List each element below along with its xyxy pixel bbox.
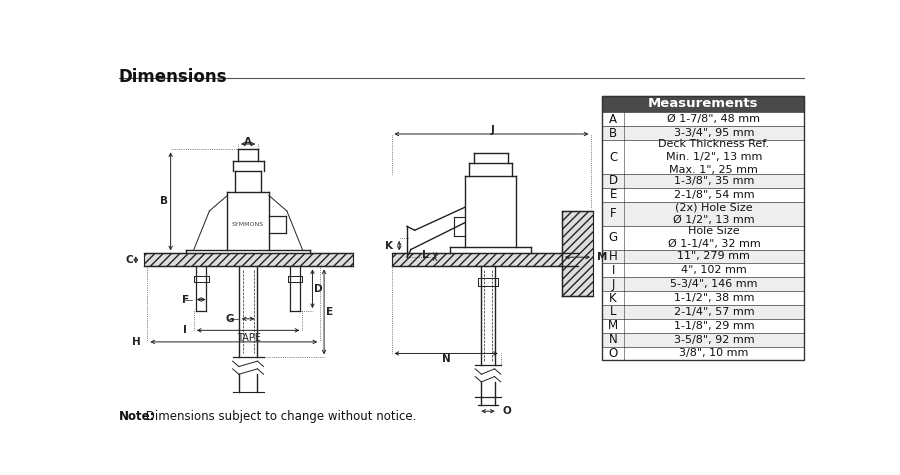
Text: O: O bbox=[608, 347, 617, 360]
Bar bbox=[602, 113, 804, 126]
Text: 1-1/2", 38 mm: 1-1/2", 38 mm bbox=[673, 293, 754, 303]
Bar bbox=[602, 95, 804, 113]
Bar bbox=[602, 95, 804, 361]
Bar bbox=[602, 126, 804, 140]
Text: I: I bbox=[611, 264, 615, 277]
Text: L: L bbox=[610, 305, 616, 318]
Text: 2-1/8", 54 mm: 2-1/8", 54 mm bbox=[673, 190, 754, 200]
Text: E: E bbox=[326, 307, 333, 317]
Text: TAPE: TAPE bbox=[238, 333, 261, 343]
Text: B: B bbox=[160, 196, 168, 206]
Text: (2x) Hole Size
Ø 1/2", 13 mm: (2x) Hole Size Ø 1/2", 13 mm bbox=[673, 202, 755, 225]
Text: 4", 102 mm: 4", 102 mm bbox=[681, 266, 747, 276]
Text: Hole Size
Ø 1-1/4", 32 mm: Hole Size Ø 1-1/4", 32 mm bbox=[668, 226, 760, 249]
Text: A: A bbox=[609, 113, 617, 126]
Text: D: D bbox=[313, 284, 322, 294]
Text: 5-3/4", 146 mm: 5-3/4", 146 mm bbox=[670, 279, 758, 289]
Text: N: N bbox=[442, 354, 451, 364]
Text: 11", 279 mm: 11", 279 mm bbox=[678, 251, 751, 261]
Text: Deck Thickness Ref.
Min. 1/2", 13 mm
Max. 1", 25 mm: Deck Thickness Ref. Min. 1/2", 13 mm Max… bbox=[658, 139, 770, 175]
Text: 3-5/8", 92 mm: 3-5/8", 92 mm bbox=[673, 334, 754, 344]
Bar bbox=[602, 249, 804, 263]
Bar bbox=[392, 253, 578, 266]
Text: M: M bbox=[597, 252, 608, 262]
Bar bbox=[602, 332, 804, 347]
Text: C: C bbox=[609, 151, 617, 163]
Text: O: O bbox=[502, 406, 511, 416]
Text: 3-3/4", 95 mm: 3-3/4", 95 mm bbox=[673, 128, 754, 138]
Bar bbox=[562, 211, 593, 296]
Text: H: H bbox=[132, 337, 141, 347]
Bar bbox=[143, 253, 353, 266]
Bar bbox=[602, 226, 804, 249]
Text: G: G bbox=[225, 314, 234, 324]
Text: Dimensions subject to change without notice.: Dimensions subject to change without not… bbox=[142, 409, 417, 423]
Text: F: F bbox=[182, 294, 189, 304]
Text: Dimensions: Dimensions bbox=[119, 68, 227, 86]
Text: F: F bbox=[610, 207, 616, 220]
Text: 3/8", 10 mm: 3/8", 10 mm bbox=[680, 349, 749, 359]
Text: N: N bbox=[608, 333, 617, 346]
Text: M: M bbox=[608, 319, 618, 332]
Bar bbox=[602, 140, 804, 174]
Text: H: H bbox=[608, 250, 617, 263]
Text: K: K bbox=[609, 292, 617, 304]
Text: B: B bbox=[609, 127, 617, 140]
Text: A: A bbox=[244, 137, 252, 147]
Text: K: K bbox=[385, 241, 393, 251]
Text: D: D bbox=[608, 174, 617, 188]
Bar bbox=[602, 188, 804, 202]
Text: E: E bbox=[609, 188, 617, 201]
Bar bbox=[602, 263, 804, 277]
Bar bbox=[602, 174, 804, 188]
Text: 1-1/8", 29 mm: 1-1/8", 29 mm bbox=[673, 321, 754, 331]
Text: 2-1/4", 57 mm: 2-1/4", 57 mm bbox=[673, 307, 754, 317]
Bar bbox=[602, 347, 804, 361]
Text: I: I bbox=[183, 325, 187, 335]
Bar bbox=[602, 319, 804, 332]
Bar bbox=[602, 277, 804, 291]
Text: 1-3/8", 35 mm: 1-3/8", 35 mm bbox=[674, 176, 754, 186]
Text: Note:: Note: bbox=[119, 409, 155, 423]
Text: J: J bbox=[611, 278, 615, 291]
Text: Measurements: Measurements bbox=[648, 97, 759, 111]
Text: SYMMONS: SYMMONS bbox=[232, 222, 265, 228]
Bar bbox=[602, 305, 804, 319]
Text: G: G bbox=[608, 231, 617, 244]
Text: L: L bbox=[422, 250, 428, 260]
Bar bbox=[602, 202, 804, 226]
Text: J: J bbox=[491, 125, 494, 135]
Bar bbox=[602, 291, 804, 305]
Text: C: C bbox=[126, 255, 133, 265]
Text: Ø 1-7/8", 48 mm: Ø 1-7/8", 48 mm bbox=[668, 114, 760, 124]
